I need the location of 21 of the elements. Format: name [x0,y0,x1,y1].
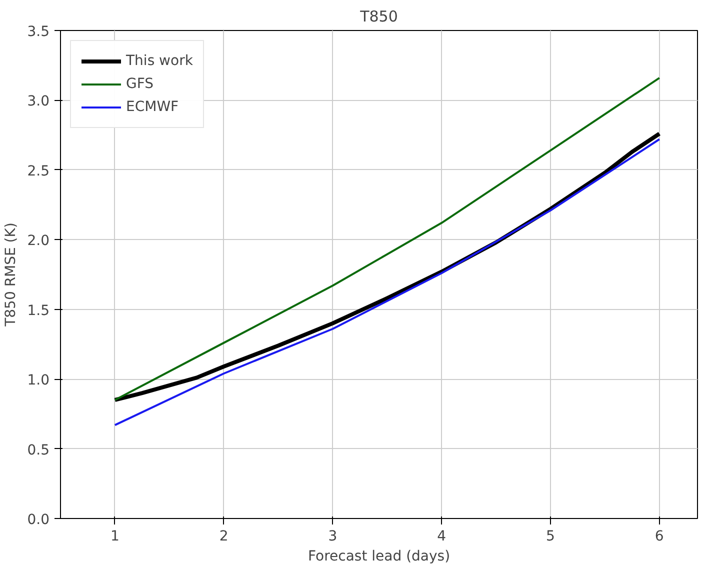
y-tick-label: 0.0 [27,512,50,528]
x-tick-label: 6 [654,528,664,544]
chart-title: T850 [359,8,398,26]
y-axis-title: T850 RMSE (K) [3,222,20,328]
legend-label: This work [126,53,193,69]
line-series [114,76,660,401]
y-tick-label: 3.0 [27,94,50,110]
y-tick-label: 2.5 [27,163,50,180]
y-tick-label: 2.0 [27,233,50,250]
x-tick-label: 3 [328,528,338,544]
x-tick-label: 5 [546,528,555,544]
legend-label: ECMWF [126,99,179,115]
x-axis-title: Forecast lead (days) [308,548,450,564]
y-tick-label: 1.0 [27,372,50,389]
y-tick-label: 3.5 [27,24,50,40]
y-tick-label: 0.5 [27,442,50,458]
x-tick-label: 2 [219,528,228,544]
legend-label: GFS [126,76,154,92]
x-tick-label: 4 [437,528,446,544]
y-tick-label: 1.5 [27,302,50,319]
x-tick-label: 1 [110,528,120,544]
